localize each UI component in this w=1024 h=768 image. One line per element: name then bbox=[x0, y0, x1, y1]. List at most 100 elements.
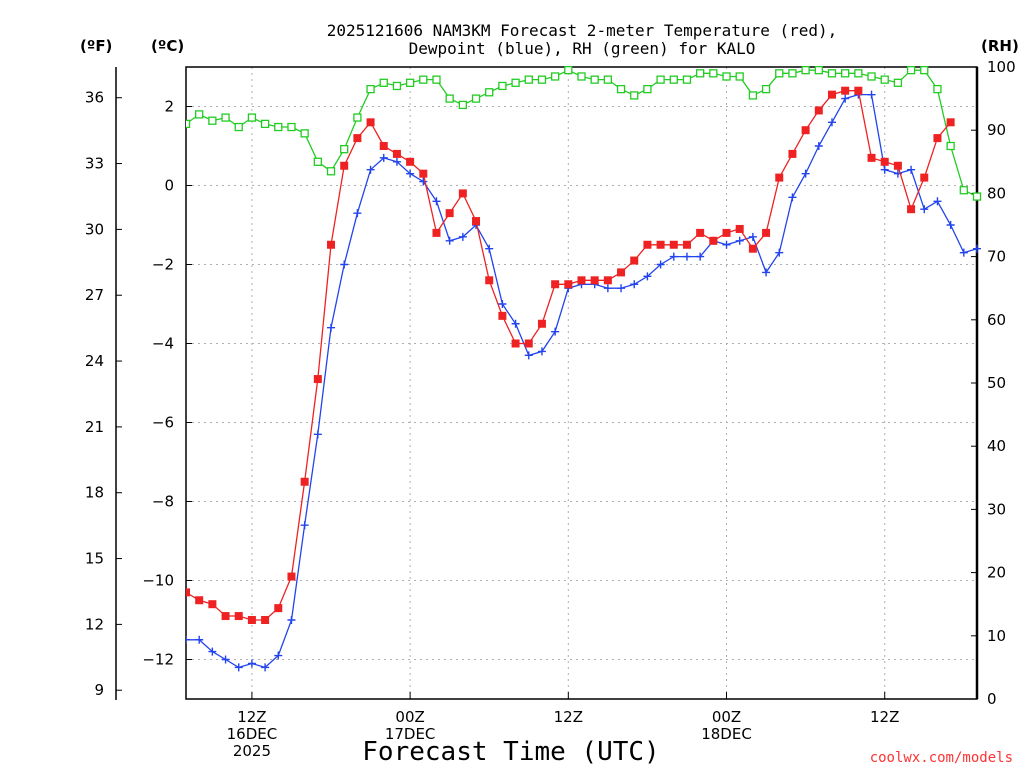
dewpoint-line bbox=[186, 93, 978, 669]
temperature-point bbox=[485, 276, 494, 285]
temperature-point bbox=[656, 240, 665, 249]
temperature-series bbox=[186, 0, 981, 624]
rh-point bbox=[537, 75, 547, 84]
credit-text: coolwx.com/models bbox=[870, 750, 1013, 766]
temperature-point bbox=[682, 240, 691, 249]
rh-point bbox=[524, 75, 533, 84]
dewpoint-point bbox=[366, 165, 375, 174]
temperature-point bbox=[208, 600, 217, 609]
temperature-point bbox=[564, 280, 573, 289]
fahrenheit-unit-label: (ºF) bbox=[80, 37, 112, 55]
dewpoint-point bbox=[973, 244, 981, 253]
dewpoint-point bbox=[537, 347, 546, 356]
rh-point bbox=[893, 78, 903, 87]
temperature-point bbox=[300, 477, 309, 486]
dewpoint-point bbox=[353, 209, 362, 218]
x-tick-label: 12Z bbox=[554, 708, 583, 726]
rh-tick-label: 70 bbox=[987, 248, 1006, 266]
temperature-point bbox=[669, 240, 678, 249]
x-tick-label: 18DEC bbox=[701, 725, 752, 743]
temperature-point bbox=[221, 612, 230, 621]
temperature-point bbox=[801, 126, 810, 135]
x-tick-label: 16DEC bbox=[227, 725, 278, 743]
dewpoint-point bbox=[221, 655, 230, 664]
dewpoint-point bbox=[524, 351, 533, 360]
dewpoint-point bbox=[419, 177, 428, 186]
dewpoint-point bbox=[682, 252, 691, 261]
dewpoint-point bbox=[511, 319, 520, 328]
temperature-point bbox=[775, 173, 784, 182]
temperature-point bbox=[379, 142, 388, 150]
temperature-point bbox=[432, 228, 441, 237]
dewpoint-point bbox=[274, 651, 283, 660]
temperature-point bbox=[524, 339, 533, 348]
rh-tick-label: 80 bbox=[987, 184, 1006, 202]
dewpoint-point bbox=[880, 165, 889, 174]
x-axis-label: Forecast Time (UTC) bbox=[362, 737, 659, 767]
x-tick-label: 2025 bbox=[233, 742, 271, 760]
dewpoint-point bbox=[775, 248, 784, 257]
grid-lines bbox=[186, 67, 977, 699]
rh-point bbox=[564, 66, 573, 75]
rh-point bbox=[748, 91, 758, 100]
temperature-point bbox=[511, 339, 520, 348]
temperature-point bbox=[537, 319, 546, 328]
temperature-point bbox=[590, 276, 599, 285]
x-tick-label: 17DEC bbox=[385, 725, 436, 743]
rh-point bbox=[498, 81, 507, 91]
rh-point bbox=[392, 81, 402, 91]
fahrenheit-tick-label: 36 bbox=[85, 89, 104, 107]
rh-tick-label: 20 bbox=[987, 564, 1006, 582]
dewpoint-point bbox=[827, 118, 836, 127]
rh-point bbox=[669, 75, 678, 84]
dewpoint-point bbox=[867, 90, 876, 99]
temperature-point bbox=[867, 153, 876, 162]
rh-point bbox=[643, 84, 652, 94]
celsius-unit-label: (ºC) bbox=[151, 37, 184, 55]
rh-point bbox=[972, 192, 982, 201]
fahrenheit-tick-label: 15 bbox=[85, 550, 104, 568]
celsius-tick-label: −12 bbox=[142, 651, 174, 669]
rh-point bbox=[722, 72, 731, 81]
rh-point bbox=[208, 116, 217, 125]
rh-point bbox=[221, 113, 230, 122]
temperature-point bbox=[498, 311, 507, 320]
rh-point bbox=[788, 69, 797, 78]
temperature-point bbox=[973, 0, 981, 8]
chart-title-line1: 2025121606 NAM3KM Forecast 2-meter Tempe… bbox=[327, 21, 838, 40]
rh-point bbox=[814, 66, 823, 75]
rh-tick-label: 10 bbox=[987, 627, 1006, 645]
fahrenheit-tick-label: 9 bbox=[94, 681, 104, 699]
temperature-point bbox=[827, 90, 836, 99]
rh-point bbox=[682, 75, 692, 84]
rh-tick-label: 40 bbox=[987, 437, 1006, 455]
dewpoint-point bbox=[907, 165, 916, 174]
temperature-point bbox=[814, 106, 823, 115]
dewpoint-point bbox=[603, 284, 612, 293]
rh-tick-label: 100 bbox=[987, 58, 1016, 76]
rh-series bbox=[186, 66, 982, 201]
temperature-point bbox=[366, 118, 375, 127]
temperature-point bbox=[353, 134, 362, 143]
rh-point bbox=[709, 69, 718, 78]
dewpoint-point bbox=[208, 647, 217, 656]
rh-point bbox=[906, 66, 916, 75]
rh-point bbox=[735, 72, 744, 81]
temperature-point bbox=[643, 240, 652, 249]
dewpoint-point bbox=[762, 268, 771, 277]
rh-point bbox=[761, 84, 771, 94]
rh-point bbox=[933, 84, 942, 94]
rh-tick-label: 0 bbox=[987, 690, 997, 708]
rh-tick-label: 50 bbox=[987, 374, 1006, 392]
dewpoint-point bbox=[261, 663, 270, 672]
rh-point bbox=[300, 129, 309, 138]
x-tick-label: 00Z bbox=[712, 708, 741, 726]
temperature-point bbox=[735, 224, 744, 233]
dewpoint-point bbox=[300, 521, 309, 530]
temperature-point bbox=[247, 616, 256, 624]
rh-point bbox=[326, 167, 336, 176]
dewpoint-point bbox=[458, 232, 467, 241]
dewpoint-point bbox=[933, 197, 942, 206]
x-tick-label: 00Z bbox=[395, 708, 424, 726]
dewpoint-point bbox=[696, 252, 705, 261]
